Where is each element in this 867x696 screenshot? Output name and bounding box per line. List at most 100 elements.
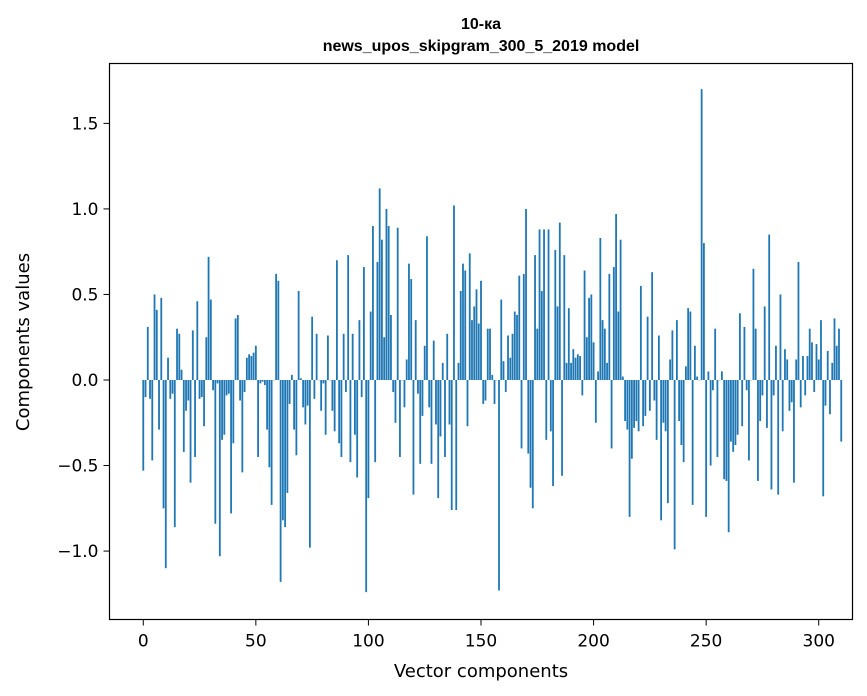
bar-212 <box>619 239 622 380</box>
bar-65 <box>288 379 291 404</box>
bar-153 <box>486 328 489 380</box>
bar-22 <box>191 330 194 380</box>
bar-246 <box>696 376 699 380</box>
bar-59 <box>275 273 278 380</box>
bar-52 <box>259 379 262 384</box>
bar-260 <box>727 379 730 533</box>
y-tick-label: 0.5 <box>71 285 98 305</box>
bar-3 <box>149 379 151 399</box>
bar-218 <box>633 379 635 428</box>
bar-94 <box>354 379 356 435</box>
bar-102 <box>372 226 374 380</box>
bar-275 <box>761 379 764 396</box>
bar-240 <box>682 379 685 463</box>
bar-116 <box>403 379 406 408</box>
bar-39 <box>230 379 232 514</box>
bar-155 <box>491 374 494 380</box>
bar-151 <box>482 379 485 404</box>
bar-128 <box>430 379 433 464</box>
bar-79 <box>320 379 323 411</box>
bar-4 <box>151 379 154 461</box>
bar-49 <box>252 352 255 380</box>
bar-132 <box>439 379 442 437</box>
bar-296 <box>808 328 811 380</box>
y-tick-label: 1.5 <box>71 114 98 134</box>
bar-125 <box>423 345 426 380</box>
bar-159 <box>500 299 503 380</box>
bar-194 <box>579 356 581 380</box>
bar-292 <box>799 379 802 408</box>
bar-124 <box>421 379 424 416</box>
bar-180 <box>547 229 550 380</box>
bar-284 <box>781 379 784 432</box>
bar-71 <box>302 379 305 408</box>
bar-293 <box>802 356 804 380</box>
bar-29 <box>207 256 210 380</box>
bar-106 <box>381 239 383 380</box>
bar-56 <box>268 379 271 468</box>
bar-46 <box>245 357 248 380</box>
bar-210 <box>615 214 617 380</box>
bar-309 <box>838 328 840 380</box>
bar-177 <box>540 291 543 380</box>
bar-38 <box>227 379 230 394</box>
bar-215 <box>626 379 629 430</box>
bar-11 <box>167 357 169 380</box>
bar-173 <box>531 379 534 509</box>
bar-117 <box>405 359 408 380</box>
bar-295 <box>806 356 809 380</box>
bar-282 <box>777 379 780 495</box>
bar-95 <box>356 379 359 478</box>
bar-223 <box>644 379 647 416</box>
bar-235 <box>671 330 674 380</box>
bar-45 <box>243 379 246 392</box>
bar-165 <box>513 311 516 380</box>
bar-82 <box>327 335 329 380</box>
bar-50 <box>254 345 257 380</box>
bar-130 <box>435 379 437 425</box>
bar-35 <box>221 379 223 440</box>
bar-273 <box>757 379 759 481</box>
bar-14 <box>173 379 176 528</box>
bar-40 <box>232 379 235 444</box>
bar-255 <box>716 379 719 457</box>
bar-203 <box>599 238 602 380</box>
bar-146 <box>471 320 473 380</box>
bar-243 <box>689 311 692 380</box>
y-tick-label: −1.0 <box>57 542 98 562</box>
bar-195 <box>581 379 584 396</box>
bar-222 <box>642 379 645 427</box>
bar-276 <box>763 306 766 380</box>
bar-253 <box>712 379 714 391</box>
bar-274 <box>759 379 762 422</box>
bar-149 <box>477 323 480 380</box>
bar-141 <box>459 291 462 380</box>
bar-272 <box>754 328 757 380</box>
chart-title: 10-ка <box>461 16 501 33</box>
bar-269 <box>748 379 750 461</box>
bar-7 <box>158 379 160 430</box>
bar-77 <box>315 333 318 380</box>
bar-23 <box>194 379 196 457</box>
bar-44 <box>241 379 244 473</box>
bar-108 <box>385 208 388 380</box>
bar-55 <box>266 379 269 430</box>
bar-138 <box>453 205 455 380</box>
bar-298 <box>813 379 816 392</box>
bar-251 <box>707 371 710 380</box>
bar-277 <box>766 379 768 428</box>
x-tick-label: 0 <box>138 632 149 652</box>
bar-76 <box>313 379 316 399</box>
bar-21 <box>189 379 192 483</box>
bar-187 <box>563 255 566 380</box>
bar-268 <box>745 379 748 391</box>
bar-134 <box>444 379 446 457</box>
bar-166 <box>516 314 518 380</box>
bar-129 <box>432 340 435 380</box>
bar-110 <box>390 314 392 380</box>
bar-303 <box>824 379 827 406</box>
bar-122 <box>417 379 419 394</box>
bar-198 <box>588 297 590 380</box>
bar-145 <box>468 253 471 380</box>
